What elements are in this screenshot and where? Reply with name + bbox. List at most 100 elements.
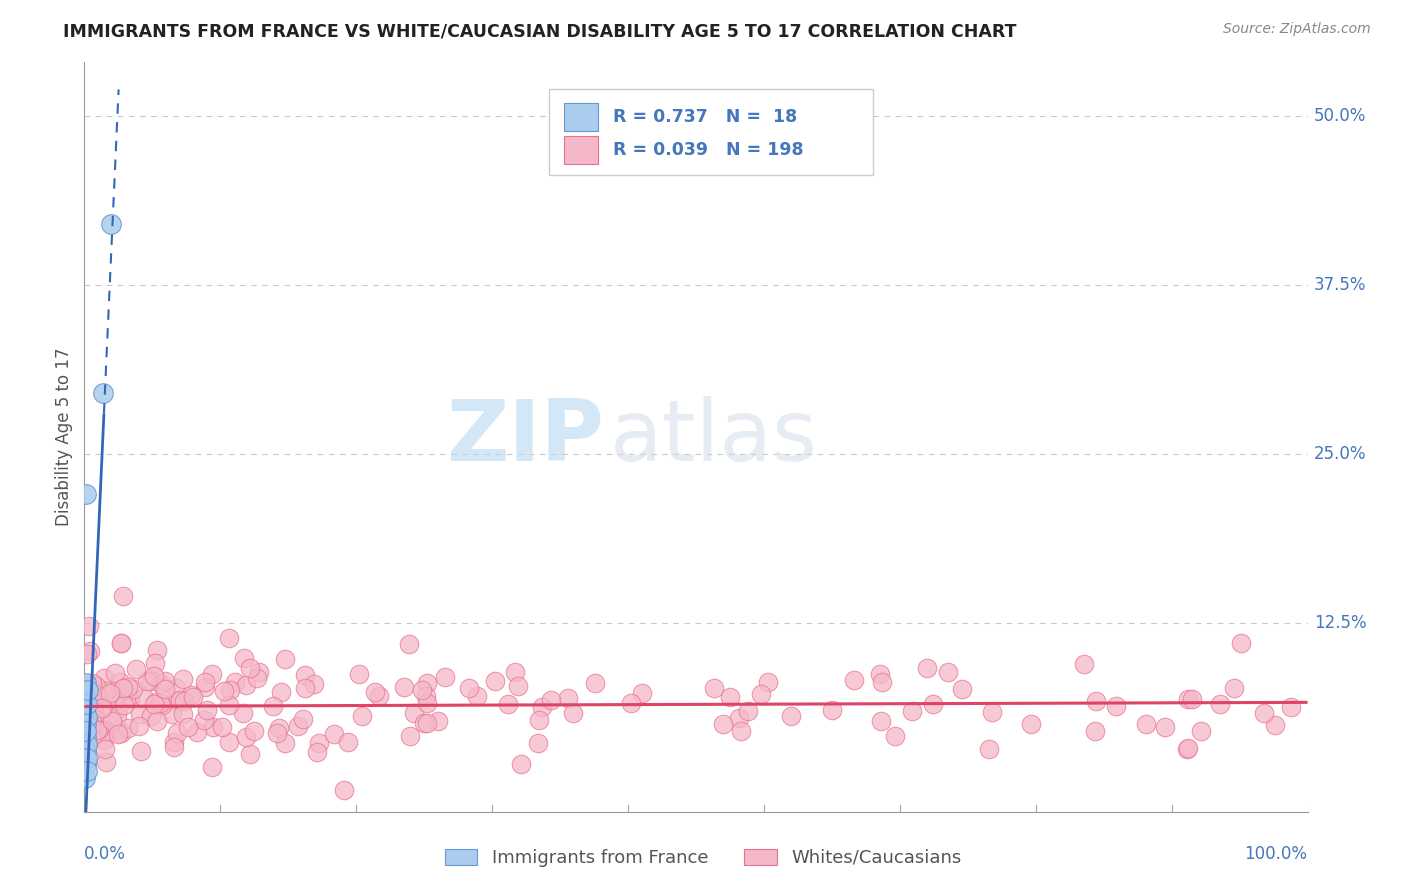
Point (153, 673, 176, 688)
Point (979, 742, 1001, 756)
Point (75, 679, 97, 693)
Point (172, 672, 194, 686)
Point (76, 750, 98, 764)
Point (411, 683, 433, 698)
Point (415, 716, 437, 731)
Point (180, 688, 202, 702)
Point (118, 690, 141, 704)
Point (104, 665, 127, 680)
FancyBboxPatch shape (564, 103, 598, 131)
Point (143, 657, 166, 671)
FancyBboxPatch shape (564, 136, 598, 164)
Point (1085, 693, 1108, 707)
Point (711, 717, 734, 731)
Point (75, 731, 97, 745)
Point (458, 681, 481, 695)
Point (347, 667, 370, 681)
Text: Source: ZipAtlas.com: Source: ZipAtlas.com (1223, 22, 1371, 37)
Point (583, 676, 606, 690)
Point (938, 665, 960, 679)
Point (756, 675, 779, 690)
Point (1209, 697, 1232, 711)
Point (779, 709, 801, 723)
Point (141, 673, 163, 688)
Point (274, 736, 297, 750)
Point (232, 706, 254, 721)
Point (1177, 741, 1199, 756)
Point (503, 665, 526, 679)
Point (266, 726, 288, 740)
Point (79, 644, 101, 658)
Point (510, 757, 533, 772)
Point (75, 487, 97, 501)
Point (145, 714, 167, 728)
Point (89, 723, 111, 737)
Legend: Immigrants from France, Whites/Caucasians: Immigrants from France, Whites/Caucasian… (437, 841, 969, 874)
Point (76, 737, 98, 751)
Point (111, 681, 134, 695)
Point (117, 680, 139, 694)
Point (132, 691, 155, 706)
Text: atlas: atlas (610, 395, 818, 479)
Point (821, 703, 844, 717)
Point (117, 721, 139, 735)
Point (193, 714, 215, 728)
Point (80, 731, 103, 746)
Point (135, 674, 157, 689)
Point (218, 698, 240, 712)
Point (1073, 657, 1095, 671)
Point (392, 680, 415, 694)
Point (235, 730, 257, 744)
Text: 100.0%: 100.0% (1244, 846, 1308, 863)
Point (980, 706, 1002, 720)
Point (287, 719, 309, 733)
Point (75, 757, 97, 772)
Point (77, 618, 100, 632)
Point (434, 670, 457, 684)
Point (153, 681, 176, 696)
Point (218, 631, 240, 645)
Point (76, 710, 98, 724)
Text: 0.0%: 0.0% (84, 846, 127, 863)
Point (235, 678, 257, 692)
Point (901, 704, 924, 718)
Point (561, 706, 583, 720)
Point (100, 218, 122, 232)
Point (125, 662, 148, 676)
Point (149, 696, 172, 710)
Point (484, 674, 506, 689)
Point (169, 693, 191, 707)
Point (98, 686, 121, 700)
Point (108, 675, 131, 690)
Point (404, 706, 426, 720)
Point (166, 726, 188, 740)
FancyBboxPatch shape (550, 88, 873, 175)
Point (93, 671, 115, 685)
Point (73, 771, 96, 785)
Point (291, 713, 314, 727)
Point (149, 677, 172, 691)
Point (337, 735, 360, 749)
Point (247, 665, 270, 679)
Text: 50.0%: 50.0% (1313, 107, 1367, 126)
Text: R = 0.737   N =  18: R = 0.737 N = 18 (613, 108, 797, 126)
Point (128, 706, 150, 721)
Point (242, 723, 264, 738)
Point (80, 719, 103, 733)
Point (703, 681, 725, 696)
Point (73, 703, 96, 717)
Point (162, 740, 184, 755)
Point (186, 724, 208, 739)
Point (75, 723, 97, 738)
Point (201, 759, 224, 773)
Point (80, 731, 103, 746)
Point (145, 695, 167, 709)
Point (368, 689, 391, 703)
Point (82, 676, 104, 690)
Point (915, 661, 938, 675)
Point (90, 721, 112, 735)
Point (498, 697, 520, 711)
Point (308, 736, 330, 750)
Point (75, 676, 97, 690)
Point (218, 735, 240, 749)
